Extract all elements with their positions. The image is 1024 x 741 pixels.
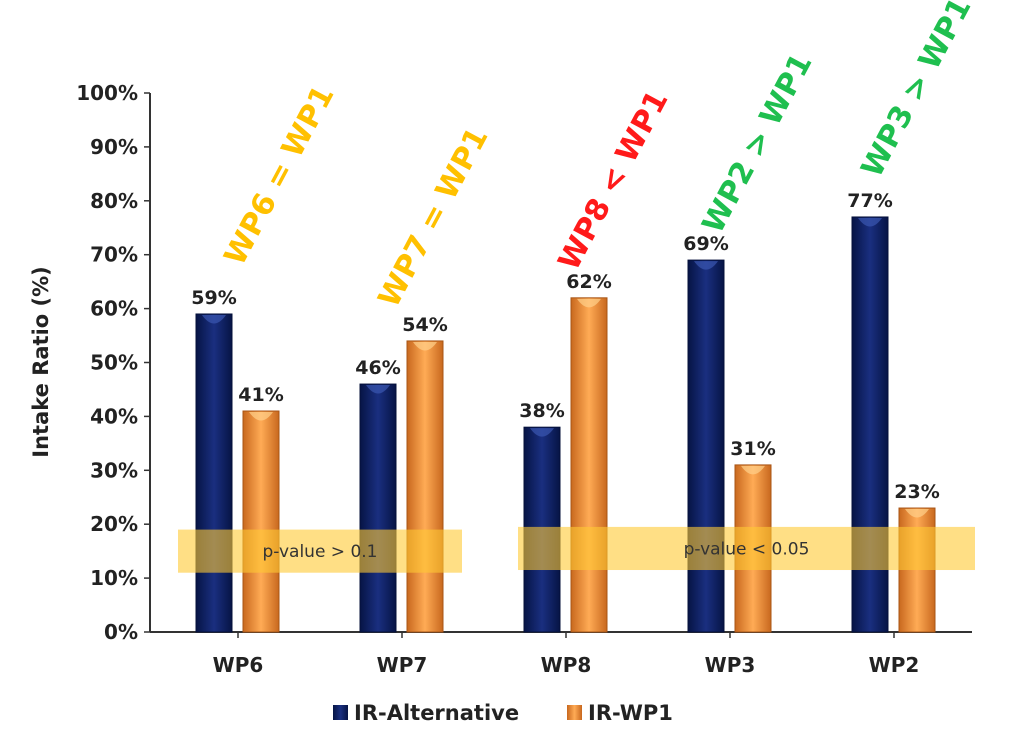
- legend: IR-Alternative IR-WP1: [333, 701, 673, 725]
- data-label: 54%: [402, 314, 447, 336]
- bar-highlight: [741, 465, 765, 475]
- data-label: 46%: [355, 357, 400, 379]
- bar-ir-wp1-wp7: [406, 340, 444, 633]
- bar-highlight: [413, 341, 437, 351]
- comparison-annotation: WP8 < WP1: [552, 85, 676, 276]
- significance-bands: p-value > 0.1 p-value < 0.05: [178, 526, 975, 573]
- data-label: 38%: [519, 400, 564, 422]
- axes: 0% 10% 20% 30% 40% 50% 60% 70% 80% 90% 100% WP6 WP7 W…: [76, 81, 972, 677]
- legend-swatch-ir-wp1: [567, 705, 582, 720]
- comparison-annotation: WP3 > WP1: [855, 0, 979, 183]
- bar-highlight: [202, 314, 226, 324]
- legend-label-ir-alternative: IR-Alternative: [354, 701, 519, 725]
- y-tick-label: 90%: [90, 135, 138, 159]
- data-label: 69%: [683, 233, 728, 255]
- y-tick-label: 10%: [90, 566, 138, 590]
- comparison-annotation: WP7 = WP1: [372, 122, 496, 313]
- significance-label: p-value > 0.1: [263, 542, 378, 562]
- comparison-annotation: WP6 = WP1: [218, 80, 342, 271]
- x-tick-label: WP7: [377, 653, 428, 677]
- x-tick-label: WP8: [541, 653, 592, 677]
- bar-highlight: [530, 428, 554, 437]
- legend-label-ir-wp1: IR-WP1: [588, 701, 673, 725]
- bar-highlight: [249, 412, 273, 421]
- x-tick-label: WP6: [213, 653, 264, 677]
- comparison-annotation: WP2 > WP1: [696, 48, 820, 239]
- y-tick-label: 50%: [90, 351, 138, 375]
- data-label: 31%: [730, 438, 775, 460]
- bar-highlight: [577, 298, 601, 308]
- bar-highlight: [858, 217, 882, 227]
- legend-swatch-ir-alternative: [333, 705, 348, 720]
- bar-highlight: [694, 261, 718, 270]
- y-tick-label: 20%: [90, 512, 138, 536]
- bar-ir-alternative-wp6: [195, 313, 233, 633]
- significance-band: [518, 526, 975, 571]
- data-label: 41%: [238, 384, 283, 406]
- y-tick-label: 40%: [90, 404, 138, 428]
- bar-highlight: [905, 509, 929, 518]
- x-tick-label: WP3: [705, 653, 756, 677]
- bar-ir-alternative-wp3: [687, 259, 725, 633]
- y-tick-label: 80%: [90, 189, 138, 213]
- data-label: 59%: [191, 287, 236, 309]
- x-tick-label: WP2: [869, 653, 920, 677]
- data-label: 77%: [847, 190, 892, 212]
- y-axis-label: Intake Ratio (%): [29, 266, 53, 457]
- bar-highlight: [366, 385, 390, 394]
- y-tick-label: 100%: [76, 81, 138, 105]
- data-label: 23%: [894, 481, 939, 503]
- data-labels: 59% 46% 38% 69% 77% 41% 54% 62% 31% 23%: [191, 190, 939, 503]
- bar-ir-wp1-wp6: [242, 410, 280, 633]
- bar-ir-alternative-wp7: [359, 383, 397, 633]
- y-tick-label: 60%: [90, 297, 138, 321]
- y-tick-label: 0%: [104, 620, 138, 644]
- bar-ir-wp1-wp8: [570, 297, 608, 633]
- significance-label: p-value < 0.05: [684, 539, 810, 559]
- data-label: 62%: [566, 271, 611, 293]
- y-tick-label: 70%: [90, 243, 138, 267]
- significance-band: [178, 529, 462, 573]
- y-tick-label: 30%: [90, 458, 138, 482]
